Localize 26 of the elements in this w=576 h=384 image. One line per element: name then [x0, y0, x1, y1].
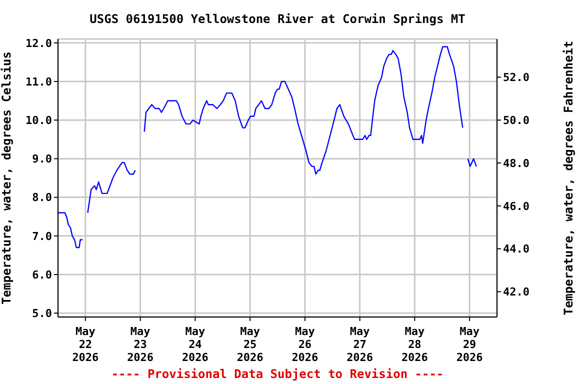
y2-tick-label: 46.0: [503, 200, 530, 213]
y-tick-label: 7.0: [32, 230, 52, 243]
x-tick-label: May 28 2026: [401, 325, 428, 364]
x-tick-label: May 24 2026: [182, 325, 209, 364]
x-tick-label: May 23 2026: [127, 325, 154, 364]
y-tick-label: 11.0: [26, 75, 52, 88]
x-tick-label: May 27 2026: [346, 325, 374, 364]
y2-tick-label: 52.0: [503, 71, 530, 84]
x-tick-label: May 29 2026: [456, 325, 484, 364]
text: ---- Provisional Data Subject to Revision ----: [110, 367, 445, 381]
x-tick-label: May 22 2026: [72, 325, 100, 364]
y-tick-label: 12.0: [26, 36, 52, 50]
x-tick-label: May 25 2026: [236, 325, 264, 364]
y2-tick-label: 50.0: [503, 114, 530, 127]
y2-tick-label: 44.0: [503, 242, 530, 256]
y2-axis-title: Temperature, water, degrees Fahrenheit: [561, 40, 576, 316]
y-tick-label: 6.0: [32, 268, 52, 282]
x-tick-label: May 26 2026: [292, 325, 319, 364]
y2-tick-label: 42.0: [503, 286, 530, 299]
y-tick-label: 5.0: [32, 307, 52, 320]
y-tick-label: 10.0: [26, 114, 52, 127]
chart-title: USGS 06191500 Yellowstone River at Corwin Springs MT: [88, 12, 466, 26]
y-tick-label: 8.0: [32, 191, 52, 204]
y-axis-title: Temperature, water, degrees Celsius: [0, 52, 14, 304]
y2-tick-label: 48.0: [503, 156, 530, 170]
y-tick-label: 9.0: [32, 152, 52, 166]
